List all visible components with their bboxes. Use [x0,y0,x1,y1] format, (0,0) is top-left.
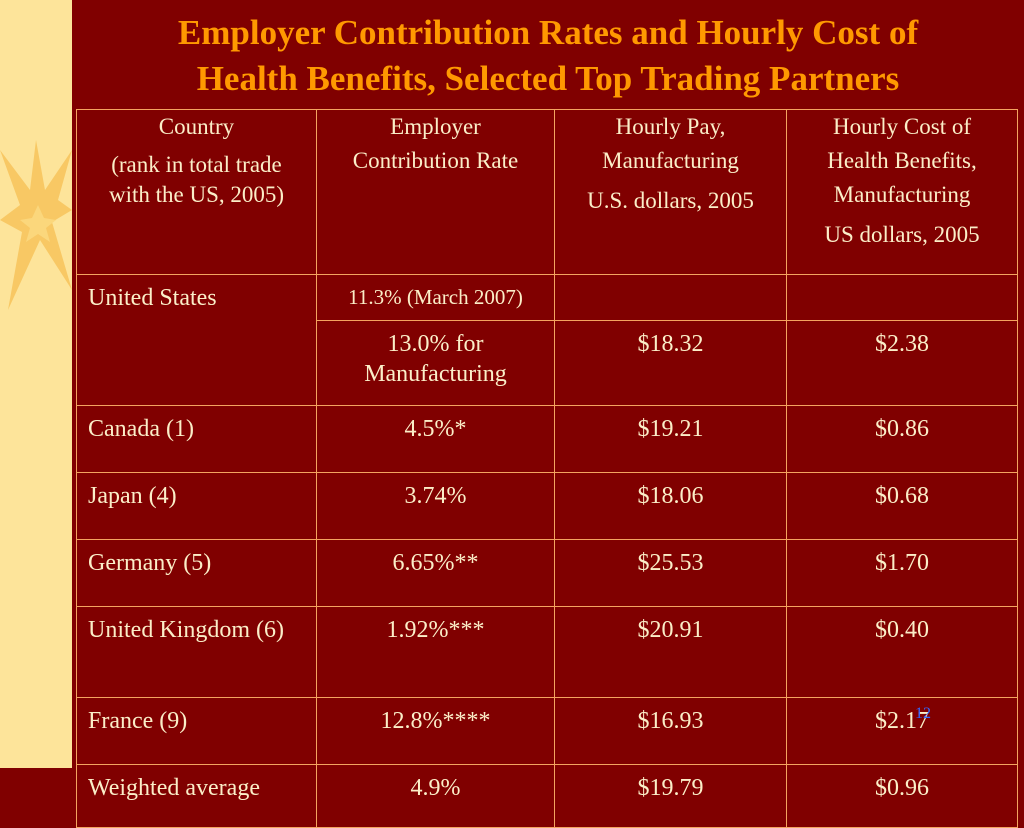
starburst-decoration-icon [0,140,72,310]
cell-country: United States [76,274,317,406]
cell-cost: $0.96 [786,764,1018,828]
slide-title: Employer Contribution Rates and Hourly C… [72,10,1024,102]
table-row-united-states: United States 11.3% (March 2007) [76,274,1018,406]
header-contribution-rate: Employer Contribution Rate [316,109,555,275]
decorative-side-panel [0,0,72,768]
table-row: France (9) 12.8%**** $16.93 $2.17 [76,697,1018,765]
page-number: 12 [915,705,931,722]
cell-rate: 4.5%* [316,405,555,473]
cell-country: Germany (5) [76,539,317,607]
table-row-weighted-average: Weighted average 4.9% $19.79 $0.96 [76,764,1018,828]
cell-pay: $20.91 [554,606,787,698]
cell-rate: 3.74% [316,472,555,540]
table-header-row: Country (rank in total trade with the US… [76,109,1018,275]
header-health-cost: Hourly Cost of Health Benefits, Manufact… [786,109,1018,275]
contribution-rates-table: Country (rank in total trade with the US… [76,109,1018,828]
cell-rate: 1.92%*** [316,606,555,698]
slide-title-line-1: Employer Contribution Rates and Hourly C… [177,13,919,52]
cell-rate: 12.8%**** [316,697,555,765]
cell-country: France (9) [76,697,317,765]
cell-country: Weighted average [76,764,317,828]
cell-cost: $0.86 [786,405,1018,473]
cell-empty [786,274,1018,321]
header-hourly-pay: Hourly Pay, Manufacturing U.S. dollars, … [554,109,787,275]
table-row-united-states-manufacturing: 13.0% for Manufacturing $18.32 $2.38 [77,320,1018,406]
cell-rate-manufacturing: 13.0% for Manufacturing [316,320,555,406]
cell-rate: 6.65%** [316,539,555,607]
table-row: Canada (1) 4.5%* $19.21 $0.86 [76,405,1018,473]
cell-cost: $0.40 [786,606,1018,698]
cell-pay: $19.79 [554,764,787,828]
cell-country: Canada (1) [76,405,317,473]
header-country: Country (rank in total trade with the US… [76,109,317,275]
cell-rate-march-2007: 11.3% (March 2007) [316,274,555,321]
cell-pay: $16.93 [554,697,787,765]
cell-cost: $2.17 [786,697,1018,765]
cell-pay: $18.06 [554,472,787,540]
slide-title-line-2: Health Benefits, Selected Top Trading Pa… [196,59,900,98]
cell-country: Japan (4) [76,472,317,540]
cell-pay: $19.21 [554,405,787,473]
cell-cost: $2.38 [786,320,1018,406]
table-row: United Kingdom (6) 1.92%*** $20.91 $0.40 [76,606,1018,698]
cell-empty [554,274,787,321]
cell-pay: $25.53 [554,539,787,607]
table-row: Japan (4) 3.74% $18.06 $0.68 [76,472,1018,540]
cell-pay: $18.32 [554,320,787,406]
cell-cost: $1.70 [786,539,1018,607]
cell-country: United Kingdom (6) [76,606,317,698]
cell-rate: 4.9% [316,764,555,828]
cell-cost: $0.68 [786,472,1018,540]
table-row: Germany (5) 6.65%** $25.53 $1.70 [76,539,1018,607]
